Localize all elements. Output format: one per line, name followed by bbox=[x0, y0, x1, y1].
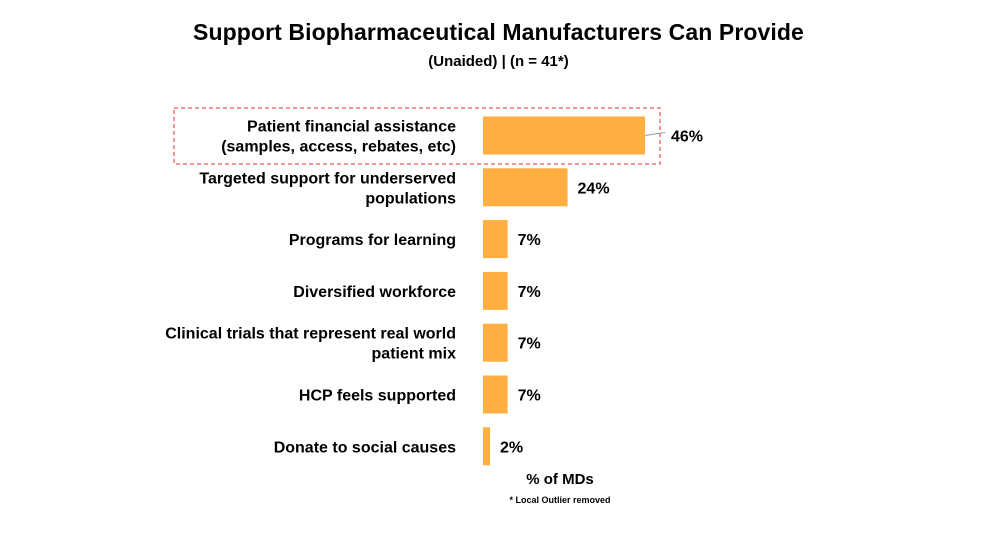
bar-group: Clinical trials that represent real worl… bbox=[165, 323, 541, 363]
chart-subtitle: (Unaided) | (n = 41*) bbox=[428, 53, 569, 70]
category-label: HCP feels supported bbox=[299, 388, 456, 405]
bar-group: Donate to social causes 2% bbox=[274, 427, 523, 466]
category-label: Diversified workforce bbox=[293, 284, 456, 301]
data-label: 46% bbox=[671, 129, 703, 146]
bar-group: Diversified workforce 7% bbox=[293, 271, 541, 310]
category-label: (samples, access, rebates, etc) bbox=[221, 139, 456, 156]
category-label: Clinical trials that represent real worl… bbox=[165, 326, 456, 343]
bar bbox=[483, 116, 645, 155]
bar-group: HCP feels supported 7% bbox=[299, 375, 541, 414]
category-label: populations bbox=[365, 190, 456, 207]
bar bbox=[483, 375, 508, 414]
data-label: 24% bbox=[578, 180, 610, 197]
bar bbox=[483, 220, 508, 259]
x-axis-label: % of MDs bbox=[526, 471, 594, 488]
category-label: Patient financial assistance bbox=[247, 119, 456, 136]
bar-group: Targeted support for underserved populati… bbox=[199, 168, 610, 207]
data-label: 7% bbox=[518, 232, 541, 249]
category-label: patient mix bbox=[372, 346, 457, 363]
bar bbox=[483, 271, 508, 310]
data-label: 7% bbox=[518, 336, 541, 353]
category-label: Programs for learning bbox=[289, 232, 456, 249]
data-label: 2% bbox=[500, 439, 523, 456]
category-label: Targeted support for underserved bbox=[199, 170, 456, 187]
bar bbox=[483, 323, 508, 362]
chart-title: Support Biopharmaceutical Manufacturers … bbox=[193, 19, 804, 45]
category-label: Donate to social causes bbox=[274, 439, 456, 456]
bar bbox=[483, 427, 491, 466]
bar-group: Programs for learning 7% bbox=[289, 220, 541, 259]
highlight-box bbox=[173, 107, 661, 165]
data-label: 7% bbox=[518, 388, 541, 405]
footnote: * Local Outlier removed bbox=[509, 495, 611, 505]
bar bbox=[483, 168, 568, 207]
label-leader-line bbox=[644, 132, 666, 136]
bar-group: Patient financial assistance (samples, ac… bbox=[173, 107, 703, 165]
data-label: 7% bbox=[518, 284, 541, 301]
